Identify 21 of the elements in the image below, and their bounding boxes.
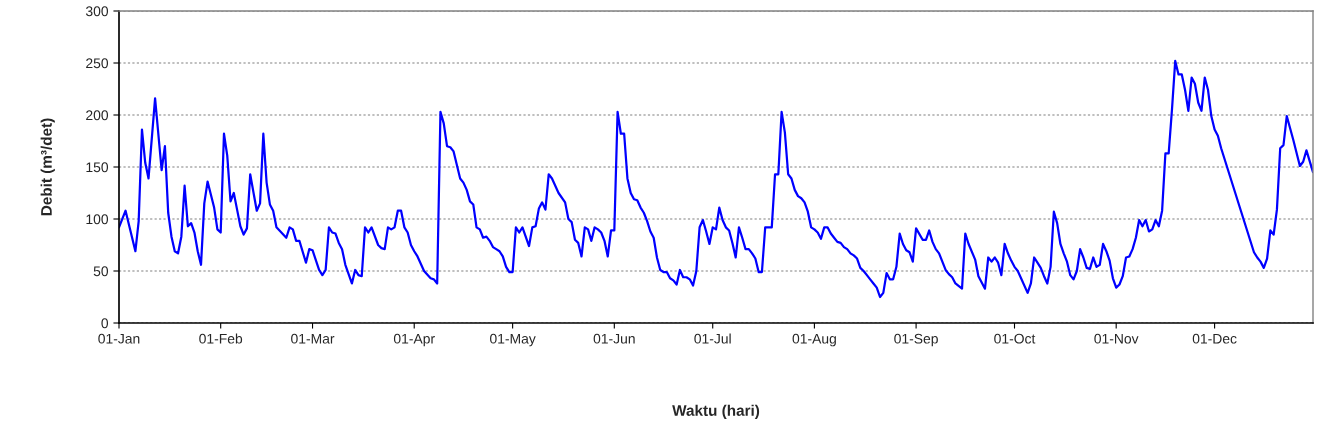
x-tick-label: 01-May — [490, 333, 536, 347]
x-tick-label: 01-Apr — [393, 333, 435, 347]
y-tick-label: 150 — [86, 162, 109, 173]
x-tick-label: 01-Mar — [291, 333, 335, 344]
y-tick-label: 0 — [101, 318, 109, 329]
y-axis-title: Debit (m³/det) — [40, 118, 55, 216]
x-axis-title: Waktu (hari) — [672, 404, 760, 419]
x-tick-label: 01-Nov — [1094, 333, 1139, 344]
x-tick-label: 01-Jun — [593, 333, 635, 344]
x-tick-label: 01-Oct — [994, 333, 1036, 344]
x-tick-label: 01-Feb — [199, 333, 243, 344]
x-tick-label: 01-Dec — [1192, 333, 1237, 344]
y-tick-label: 100 — [86, 214, 109, 225]
y-tick-label: 50 — [93, 266, 109, 277]
y-tick-label: 250 — [86, 58, 109, 69]
x-tick-label: 01-Jan — [98, 333, 140, 344]
x-tick-label: 01-Sep — [894, 333, 938, 347]
y-tick-label: 300 — [85, 6, 109, 17]
x-tick-label: 01-Jul — [694, 333, 731, 344]
x-tick-label: 01-Aug — [792, 333, 836, 347]
y-tick-label: 200 — [86, 110, 109, 121]
